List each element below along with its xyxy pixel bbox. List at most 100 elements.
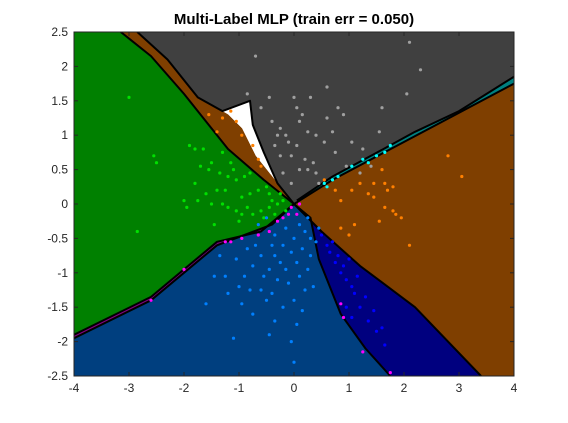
data-point-gray: [311, 161, 315, 165]
data-point-gray: [330, 130, 335, 134]
data-point-gray: [325, 116, 329, 120]
data-point-green: [207, 168, 211, 172]
data-point-orange: [446, 154, 450, 158]
data-point-blue: [273, 319, 277, 323]
data-point-green: [127, 95, 131, 99]
data-point-navy: [336, 254, 340, 258]
data-point-orange: [385, 188, 390, 192]
data-point-blue: [259, 254, 263, 258]
data-point-gray: [297, 119, 302, 123]
data-point-navy: [328, 250, 332, 254]
data-point-blue: [212, 274, 216, 278]
data-point-green: [231, 168, 236, 172]
data-point-green: [262, 216, 266, 220]
data-point-gray: [295, 143, 299, 148]
data-point-blue: [264, 298, 269, 302]
data-point-navy: [352, 291, 357, 295]
data-point-green: [152, 154, 156, 158]
data-point-blue: [300, 247, 304, 251]
x-tick-label: -4: [69, 381, 80, 395]
boundary-line-0: [120, 32, 295, 205]
data-point-orange: [350, 188, 354, 192]
data-point-blue: [234, 257, 238, 261]
y-tick-label: 1: [61, 128, 68, 142]
data-point-orange: [366, 192, 370, 196]
x-tick-label: 4: [511, 381, 518, 395]
y-tick-label: -2: [57, 335, 68, 349]
data-point-blue: [223, 274, 227, 278]
data-point-blue: [231, 336, 236, 340]
data-point-blue: [281, 243, 285, 247]
data-point-magenta: [339, 302, 343, 306]
y-tick-label: 0.5: [51, 163, 68, 177]
y-tick-label: 0: [61, 197, 68, 211]
data-point-orange: [407, 243, 412, 247]
data-point-blue: [300, 309, 304, 313]
data-point-gray: [350, 140, 354, 144]
chart-title: Multi-Label MLP (train err = 0.050): [174, 11, 414, 28]
data-point-green: [220, 202, 225, 206]
data-point-magenta: [341, 315, 346, 320]
data-point-gray: [259, 106, 263, 110]
data-point-blue: [306, 216, 310, 220]
data-point-orange: [383, 205, 387, 209]
data-point-gray: [333, 150, 337, 154]
data-point-blue: [251, 264, 255, 268]
data-point-magenta: [289, 205, 293, 209]
data-point-navy: [358, 305, 362, 309]
data-point-orange: [256, 157, 260, 161]
data-point-green: [229, 161, 233, 165]
data-point-gray: [314, 133, 318, 137]
data-point-green: [259, 209, 263, 213]
data-point-cyan: [366, 161, 370, 165]
data-point-green: [182, 199, 186, 203]
data-point-blue: [256, 223, 260, 227]
x-tick-label: -1: [234, 381, 245, 395]
data-point-blue: [242, 274, 247, 278]
data-point-navy: [339, 271, 343, 275]
data-point-green: [154, 161, 159, 165]
data-point-blue: [262, 274, 266, 278]
data-point-orange: [339, 199, 343, 203]
data-point-orange: [259, 164, 263, 168]
data-point-blue: [284, 267, 288, 271]
data-point-navy: [344, 305, 348, 309]
boundary-line-2: [296, 75, 514, 202]
data-point-navy: [344, 278, 348, 282]
data-point-blue: [270, 243, 274, 247]
data-point-green: [267, 192, 271, 196]
x-tick-label: 0: [291, 381, 298, 395]
data-point-green: [237, 219, 241, 223]
y-tick-label: -0.5: [47, 231, 68, 245]
x-tick-label: -2: [179, 381, 190, 395]
data-point-green: [234, 178, 238, 182]
data-point-gray: [270, 119, 274, 123]
data-point-cyan: [330, 178, 335, 182]
data-point-gray: [275, 133, 280, 137]
data-point-blue: [275, 278, 280, 282]
data-point-orange: [372, 195, 376, 199]
data-point-green: [240, 212, 244, 216]
data-point-green: [215, 188, 219, 192]
data-point-blue: [292, 236, 296, 240]
data-point-green: [248, 171, 252, 175]
data-point-gray: [380, 106, 384, 110]
data-point-cyan: [361, 157, 365, 161]
data-point-green: [281, 199, 285, 203]
data-point-blue: [303, 288, 307, 292]
data-point-gray: [281, 171, 285, 175]
data-point-orange: [229, 109, 233, 113]
data-point-orange: [234, 119, 238, 123]
data-point-navy: [347, 257, 351, 261]
x-axis: -4 -3 -2 -1 0 1 2 3 4: [69, 32, 518, 395]
data-point-magenta: [256, 233, 260, 237]
data-point-blue: [308, 254, 313, 258]
data-point-green: [220, 150, 225, 154]
data-point-gray: [317, 181, 321, 185]
data-point-magenta: [286, 212, 291, 216]
data-point-blue: [317, 226, 321, 230]
data-point-magenta: [295, 212, 299, 216]
data-point-gray: [405, 92, 409, 96]
data-point-navy: [380, 326, 384, 330]
data-point-gray: [322, 140, 326, 144]
